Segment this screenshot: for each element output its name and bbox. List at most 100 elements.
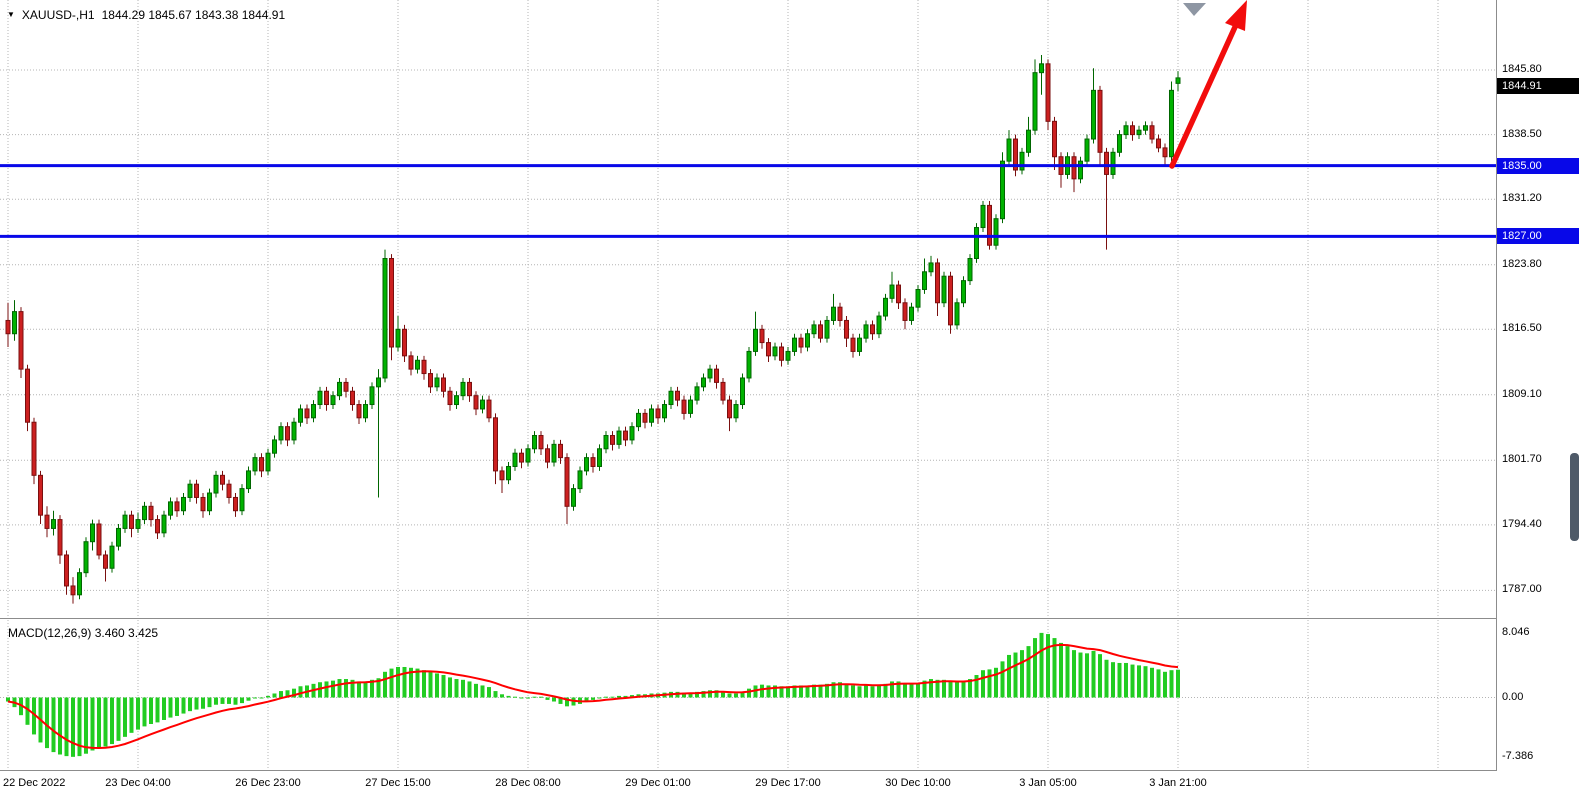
macd-bar [383,671,387,698]
macd-bar [1176,669,1180,698]
bear-candle [1162,147,1168,158]
macd-bar [58,697,62,755]
bear-candle [25,368,30,423]
bull-candle [525,448,531,463]
bull-candle [311,404,316,419]
macd-bar [84,697,88,754]
macd-histogram [6,632,1180,757]
bull-candle [740,377,745,406]
bull-candle [376,377,381,388]
bear-candle [870,324,875,335]
bull-candle [636,412,641,428]
bear-candle [5,319,11,335]
bull-candle [369,386,375,406]
macd-bar [779,686,784,698]
macd-bar [240,697,244,704]
bear-candle [447,390,453,406]
candles [5,54,1181,604]
trend-arrow-shaft[interactable] [1169,24,1238,169]
bull-candle [1019,151,1025,171]
bear-candle [96,523,102,556]
macd-bar [6,697,10,702]
macd-bar [851,685,855,698]
bull-candle [993,218,999,246]
scrollbar-thumb[interactable] [1570,453,1579,541]
bear-candle [324,390,329,406]
bear-candle [545,448,550,463]
pane-separator [0,770,1579,771]
bull-candle [571,488,576,507]
bull-candle [460,381,466,397]
macd-bar [1156,669,1161,698]
time-tick-label: 22 Dec 2022 [3,777,66,789]
bear-candle [675,390,680,401]
window-menu-icon[interactable]: ▼ [7,10,15,19]
macd-bar [740,691,745,698]
macd-bar [155,697,160,723]
bear-candle [70,585,76,596]
macd-bar [1046,634,1050,698]
current-price-tag: 1844.91 [1497,78,1579,94]
bear-candle [473,395,479,410]
macd-bar [344,679,348,698]
bull-candle [454,395,459,406]
macd-bar [1059,642,1063,698]
macd-bar [142,697,147,727]
macd-bar [448,677,452,698]
bull-candle [668,390,674,406]
bear-candle [499,470,505,481]
bear-candle [610,435,615,445]
bear-candle [935,262,940,304]
bull-candle [746,350,752,379]
macd-indicator-pane[interactable] [0,620,1496,770]
macd-tick-label: 8.046 [1502,625,1530,638]
bull-candle [974,227,979,260]
symbol-timeframe-label: XAUUSD-,H1 [21,8,95,22]
macd-bar [1163,671,1167,698]
price-chart-pane[interactable] [0,0,1496,618]
bear-candle [226,483,232,498]
bull-candle [51,519,56,529]
bull-candle [584,457,589,472]
macd-bar [474,683,478,698]
time-tick-label: 30 Dec 10:00 [885,777,951,789]
bear-candle [44,514,50,529]
bull-candle [688,399,693,414]
bull-candle [857,337,862,352]
macd-bar [773,685,777,698]
bear-candle [1071,156,1077,180]
bear-candle [350,390,355,406]
bear-candle [779,346,784,361]
bull-candle [382,258,388,379]
time-axis[interactable]: 22 Dec 2022 23 Dec 04:00 26 Dec 23:00 27 De… [0,771,1579,803]
macd-bar [253,697,257,699]
bull-candle [298,408,303,423]
bear-candle [558,443,563,459]
macd-bar [1052,638,1057,698]
trend-arrow[interactable] [1169,0,1247,169]
macd-bar [500,694,504,698]
macd-bar [77,697,82,757]
macd-bar [331,680,335,698]
bull-candle [967,258,973,282]
bear-candle [844,319,849,339]
macd-bar [1111,662,1115,698]
macd-bar [1078,652,1083,698]
trend-arrow-head[interactable] [1225,0,1247,31]
ohlc-values: 1844.29 1845.67 1843.38 1844.91 [101,8,286,22]
macd-bar [201,697,205,709]
bear-candle [1130,125,1135,136]
macd-bar [233,697,238,705]
macd-bar [396,666,400,698]
bear-candle [408,355,414,370]
time-tick-label: 26 Dec 23:00 [235,777,301,789]
bull-candle [278,426,284,441]
top-marker-triangle-icon[interactable] [1183,3,1206,16]
bull-candle [980,204,986,229]
bear-candle [538,435,544,450]
bull-candle [1026,129,1031,153]
bull-candle [415,359,420,370]
macd-bar [604,696,608,698]
price-axis[interactable]: 1844.91 1835.00 1827.00 1845.80 1838.50 18… [1496,0,1579,771]
